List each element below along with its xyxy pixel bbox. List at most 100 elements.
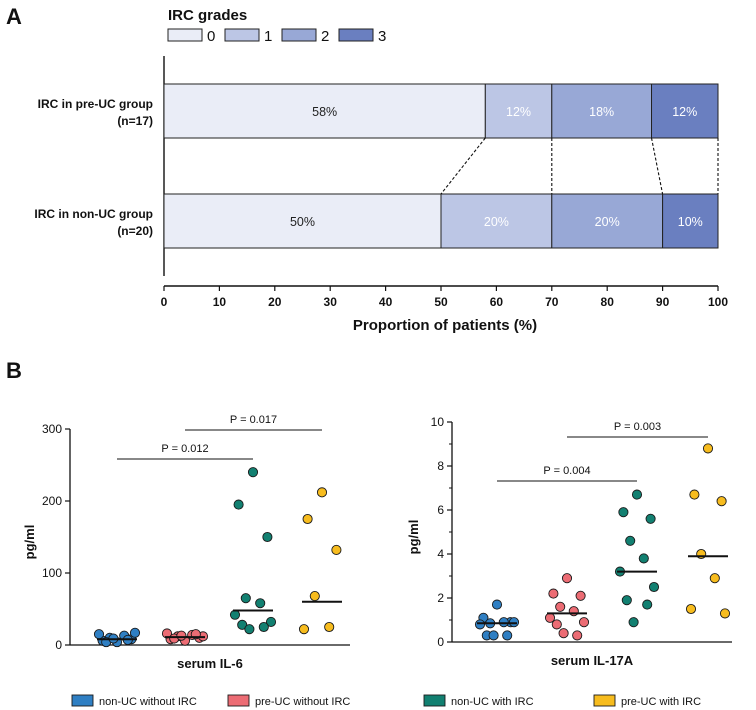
data-point — [645, 513, 656, 524]
legend-title: IRC grades — [168, 7, 247, 24]
x-tick-label: 50 — [434, 295, 448, 309]
bar-segment-grade-3 — [651, 83, 719, 139]
bar-segment-grade-0 — [163, 83, 486, 139]
x-tick-label: 90 — [656, 295, 670, 309]
group-legend-label: pre-UC without IRC — [255, 696, 350, 708]
panel-b-letter: B — [6, 358, 22, 383]
data-point — [240, 593, 251, 604]
bar-segment-label: 50% — [290, 215, 315, 229]
y-axis-label: pg/ml — [406, 520, 421, 555]
x-axis-label: Proportion of patients (%) — [353, 317, 537, 334]
legend-label-grade-2: 2 — [321, 28, 329, 45]
data-point — [568, 606, 579, 617]
data-point — [316, 487, 328, 498]
data-point — [265, 616, 277, 628]
bar-segment-grade-1 — [440, 193, 553, 249]
data-point — [176, 630, 187, 641]
segment-connector — [440, 137, 486, 195]
x-tick-label: 80 — [601, 295, 615, 309]
data-point — [618, 507, 629, 518]
data-point — [262, 531, 273, 543]
legend-swatch-grade-1 — [224, 28, 260, 42]
category-label-line2: (n=17) — [117, 114, 153, 128]
data-point — [631, 489, 643, 500]
chart-title: serum IL-6 — [177, 656, 243, 671]
legend-label-grade-0: 0 — [207, 28, 215, 45]
data-point — [302, 513, 313, 525]
bar-segment-label: 20% — [595, 215, 620, 229]
data-point — [474, 619, 486, 630]
p-value-label: P = 0.017 — [230, 414, 277, 426]
data-point — [648, 581, 660, 593]
p-value-label: P = 0.003 — [614, 421, 661, 433]
il17a-dot-plot: 0 2 4 6 8 10 pg/ml serum IL-17A P = 0.004 P = 0.0… — [406, 415, 732, 668]
legend-swatch-grade-0 — [167, 28, 203, 42]
data-point — [502, 630, 513, 641]
category-label-line1: IRC in non-UC group — [34, 207, 153, 221]
segment-connector — [650, 137, 664, 195]
x-tick-label: 40 — [379, 295, 393, 309]
y-tick-label: 10 — [431, 415, 445, 429]
y-tick-label: 2 — [437, 591, 444, 605]
y-tick-label: 0 — [55, 638, 62, 652]
data-point — [719, 608, 731, 619]
x-tick-label: 30 — [324, 295, 338, 309]
bar-segment-label: 20% — [484, 215, 509, 229]
data-point — [572, 630, 583, 641]
chart-title: serum IL-17A — [551, 653, 634, 668]
p-value-label: P = 0.004 — [543, 465, 590, 477]
y-tick-label: 100 — [42, 566, 62, 580]
data-point — [488, 630, 499, 641]
bar-segment-grade-1 — [484, 83, 553, 139]
bar-segment-label: 18% — [589, 105, 614, 119]
bar-segment-label: 10% — [678, 215, 703, 229]
y-tick-label: 200 — [42, 494, 62, 508]
data-point — [625, 535, 636, 546]
data-point — [508, 617, 520, 628]
data-point — [709, 573, 720, 584]
y-tick-label: 6 — [437, 503, 444, 517]
y-tick-label: 4 — [437, 547, 444, 561]
group-legend-label: pre-UC with IRC — [621, 696, 701, 708]
data-point — [551, 619, 562, 630]
data-point — [621, 595, 632, 606]
y-tick-label: 0 — [437, 635, 444, 649]
group-legend-swatch — [423, 694, 446, 707]
il6-dot-plot: 0 100 200 300 pg/ml serum IL-6 P = 0.012 P = 0.… — [22, 414, 350, 671]
bar-segment-label: 58% — [312, 105, 337, 119]
x-tick-label: 70 — [545, 295, 559, 309]
legend-label-grade-3: 3 — [378, 28, 386, 45]
p-value-label: P = 0.012 — [161, 443, 208, 455]
data-point — [491, 599, 503, 610]
bar-segment-label: 12% — [506, 105, 531, 119]
data-point — [258, 621, 269, 633]
legend-label-grade-1: 1 — [264, 28, 272, 45]
x-tick-label: 60 — [490, 295, 504, 309]
x-tick-label: 100 — [708, 295, 728, 309]
y-tick-label: 8 — [437, 459, 444, 473]
group-legend-swatch — [71, 694, 94, 707]
data-point — [309, 590, 320, 602]
panel-a-letter: A — [6, 4, 22, 29]
data-point — [129, 627, 141, 638]
data-point — [255, 598, 266, 609]
legend-swatch-grade-3 — [338, 28, 374, 42]
bar-segment-grade-3 — [662, 193, 719, 249]
group-legend-swatch — [593, 694, 616, 707]
group-legend-label: non-UC without IRC — [99, 696, 197, 708]
data-point — [558, 628, 569, 639]
data-point — [247, 467, 259, 478]
legend-swatch-grade-2 — [281, 28, 317, 42]
data-point — [578, 617, 590, 628]
data-point — [628, 617, 639, 628]
bar-segment-label: 12% — [672, 105, 697, 119]
group-legend: non-UC without IRC pre-UC without IRC non-… — [71, 694, 701, 708]
data-point — [685, 603, 697, 615]
data-point — [298, 624, 310, 635]
data-point — [93, 629, 105, 640]
data-point — [575, 590, 586, 601]
group-legend-swatch — [227, 694, 250, 707]
data-point — [244, 624, 255, 635]
data-point — [689, 489, 700, 500]
data-point — [555, 601, 566, 612]
